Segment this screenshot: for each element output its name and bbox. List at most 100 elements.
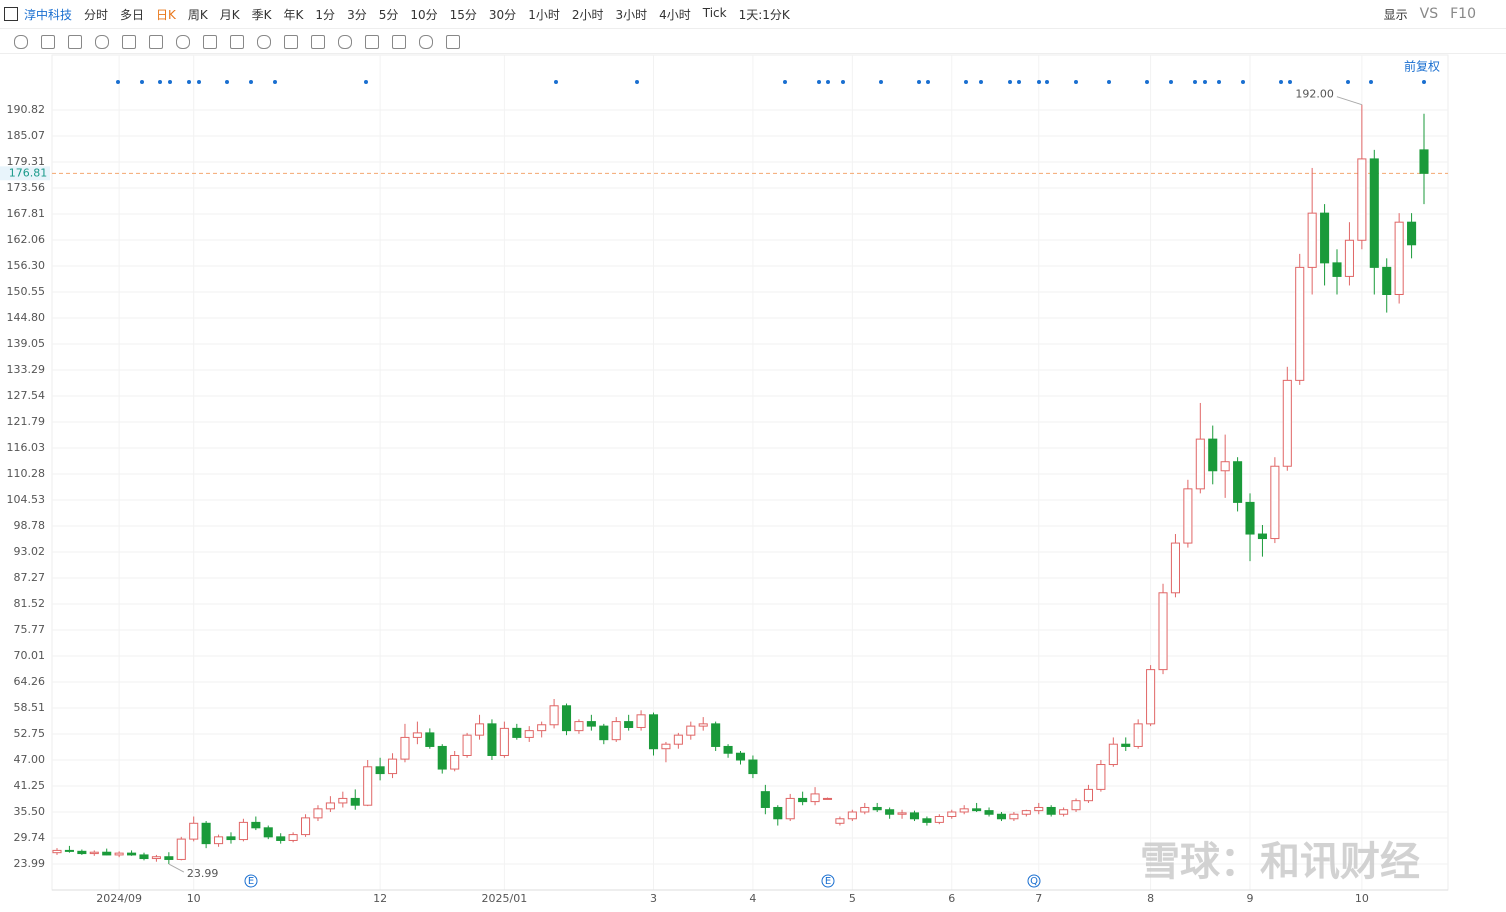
max-pointer — [1336, 96, 1363, 106]
period-tab[interactable]: 3小时 — [615, 7, 648, 22]
period-tab[interactable]: 季K — [251, 7, 272, 22]
period-tab[interactable]: 1小时 — [528, 7, 560, 22]
candle-body — [313, 808, 323, 819]
y-tick-label: 75.77 — [14, 623, 46, 636]
period-tab[interactable]: 15分 — [449, 7, 477, 22]
period-tab[interactable]: 10分 — [410, 7, 438, 22]
candle-body — [835, 818, 845, 824]
candle-body — [1320, 212, 1330, 264]
tool-icon[interactable] — [203, 35, 217, 49]
candle-body — [1220, 461, 1230, 472]
period-tab[interactable]: 年K — [283, 7, 304, 22]
tool-icon[interactable] — [122, 35, 136, 49]
f10-button[interactable]: F10 — [1450, 6, 1476, 22]
tool-icon[interactable] — [95, 35, 109, 49]
event-icon[interactable] — [821, 874, 835, 888]
period-tab[interactable]: 日K — [156, 7, 176, 22]
event-dot — [225, 80, 229, 84]
event-icon[interactable] — [1027, 874, 1041, 888]
tool-icon[interactable] — [230, 35, 244, 49]
period-tab[interactable]: 2小时 — [571, 7, 604, 22]
y-tick-label: 29.74 — [14, 831, 46, 844]
y-tick-label: 133.29 — [7, 363, 46, 376]
period-tab[interactable]: 1分 — [315, 7, 336, 22]
tool-icon[interactable] — [365, 35, 379, 49]
x-tick-label: 3 — [650, 892, 657, 905]
y-tick-label: 70.01 — [14, 649, 46, 662]
y-tick-label: 127.54 — [7, 389, 46, 402]
tool-icon[interactable] — [338, 35, 352, 49]
event-dot — [1074, 80, 1078, 84]
adjust-label[interactable]: 前复权 — [1404, 59, 1440, 74]
event-label[interactable]: E — [825, 876, 831, 887]
candle-body — [1021, 810, 1031, 815]
y-tick-label: 98.78 — [14, 519, 46, 532]
candle-body — [537, 724, 547, 732]
last-price-box — [0, 166, 50, 181]
candle-body — [1158, 592, 1168, 671]
candle-body — [425, 732, 435, 747]
candle-body — [226, 836, 236, 841]
candle-body — [996, 813, 1007, 820]
event-dot — [841, 80, 845, 84]
candle-body — [276, 836, 286, 841]
candle-body — [1407, 221, 1417, 246]
candle-body — [524, 730, 534, 738]
candle-body — [1307, 212, 1317, 268]
period-tab[interactable]: 30分 — [488, 7, 517, 22]
period-tab[interactable]: 3分 — [347, 7, 367, 22]
candle-body — [1096, 764, 1106, 790]
tool-icon[interactable] — [446, 35, 460, 49]
panel-icon[interactable] — [4, 7, 18, 21]
y-tick-label: 64.26 — [14, 675, 46, 688]
tool-icon[interactable] — [149, 35, 163, 49]
period-tab[interactable]: 4小时 — [659, 7, 691, 22]
period-tab[interactable]: 周K — [187, 7, 208, 22]
tool-icon[interactable] — [392, 35, 406, 49]
candle-body — [1108, 743, 1118, 766]
candle-body — [686, 725, 696, 736]
display-button[interactable]: 显示 — [1383, 7, 1408, 22]
event-label[interactable]: E — [248, 876, 254, 887]
tool-icon[interactable] — [176, 35, 190, 49]
period-tab[interactable]: 分时 — [84, 7, 109, 22]
y-tick-label: 162.06 — [7, 233, 46, 246]
candle-body — [1170, 542, 1180, 594]
vs-button[interactable]: VS — [1419, 6, 1439, 22]
tool-icon[interactable] — [41, 35, 55, 49]
period-tab[interactable]: 多日 — [120, 7, 145, 22]
tool-icon[interactable] — [68, 35, 82, 49]
last-price-label: 176.81 — [9, 166, 48, 179]
x-tick-label: 6 — [948, 892, 955, 905]
tool-icon[interactable] — [311, 35, 325, 49]
candle-body — [1394, 221, 1404, 295]
candle-body — [1146, 669, 1156, 725]
candle-body — [139, 854, 149, 860]
event-dot — [635, 80, 639, 84]
candle-body — [636, 714, 646, 728]
period-tab[interactable]: 1天:1分K — [738, 7, 790, 22]
y-tick-label: 121.79 — [7, 415, 46, 428]
x-tick-label: 9 — [1247, 892, 1254, 905]
stock-name[interactable]: 淳中科技 — [24, 7, 73, 22]
candle-body — [1071, 800, 1081, 811]
tool-icon[interactable] — [14, 35, 28, 49]
candle-body — [301, 817, 311, 836]
event-dot — [187, 80, 191, 84]
event-label[interactable]: Q — [1030, 876, 1038, 887]
tool-icon[interactable] — [419, 35, 433, 49]
candle-body — [1257, 533, 1267, 540]
max-label: 192.00 — [1295, 88, 1334, 101]
candle-body — [89, 851, 99, 855]
period-tab[interactable]: Tick — [702, 5, 727, 20]
candle-body — [1282, 379, 1292, 467]
candle-body — [822, 797, 833, 800]
candle-body — [151, 856, 161, 860]
event-icon[interactable] — [244, 874, 258, 888]
period-tab[interactable]: 月K — [219, 7, 240, 22]
candle-body — [798, 797, 808, 803]
watermark: 雪球：和讯财经 — [1140, 839, 1420, 885]
tool-icon[interactable] — [257, 35, 271, 49]
period-tab[interactable]: 5分 — [378, 7, 399, 22]
tool-icon[interactable] — [284, 35, 298, 49]
